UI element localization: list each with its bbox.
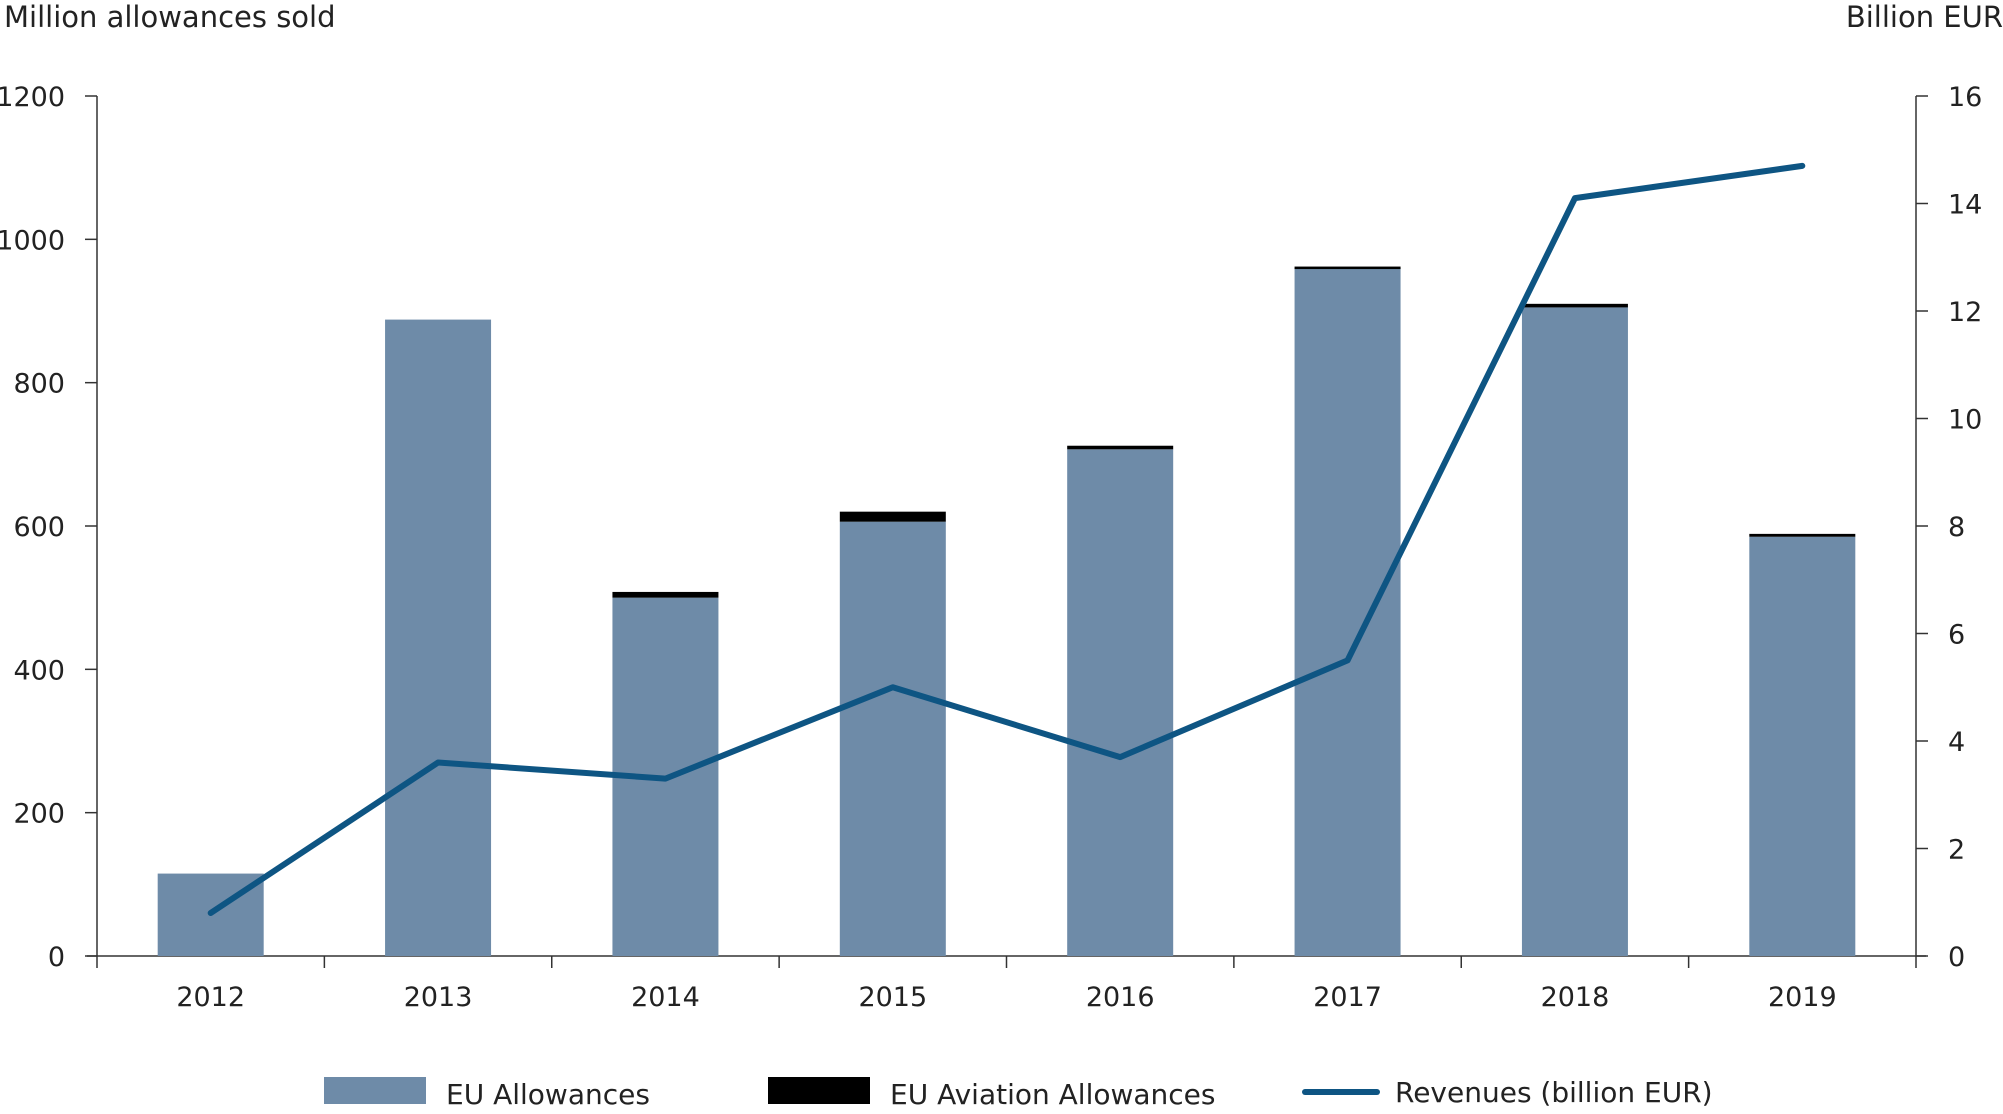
x-tick-label: 2013 [404, 982, 473, 1013]
bar-eu-allowances [385, 319, 492, 957]
legend: EU Allowances EU Aviation Allowances Reven… [324, 1076, 1713, 1111]
y-right-tick-label: 2 [1948, 835, 1965, 866]
bar-eu-aviation-allowances [1749, 533, 1856, 537]
y-right-tick-label: 10 [1948, 405, 1982, 436]
y-left-tick-label: 600 [13, 512, 65, 543]
bar-eu-allowances [1067, 449, 1174, 956]
x-tick-label: 2018 [1541, 982, 1610, 1013]
bar-eu-aviation-allowances [839, 511, 946, 522]
bar-eu-allowances [839, 521, 946, 956]
y-right-tick-label: 8 [1948, 512, 1965, 543]
y-axis-right-title: Billion EUR [1845, 0, 2003, 34]
x-tick-label: 2014 [631, 982, 700, 1013]
legend-swatch-eu-aviation-allowances [768, 1077, 870, 1104]
y-left-tick-label: 400 [13, 655, 65, 686]
y-right-tick-label: 0 [1948, 942, 1965, 973]
bar-eu-aviation-allowances [1067, 445, 1174, 450]
legend-label-eu-aviation-allowances: EU Aviation Allowances [890, 1078, 1216, 1111]
y-right-tick-label: 12 [1948, 297, 1982, 328]
y-left-tick-label: 800 [13, 369, 65, 400]
revenue-line-path [207, 162, 1806, 916]
y-left-tick-label: 1000 [0, 225, 65, 256]
x-tick-label: 2015 [858, 982, 927, 1013]
bar-eu-aviation-allowances [612, 591, 719, 598]
y-right-tick-label: 6 [1948, 620, 1965, 651]
legend-label-revenues: Revenues (billion EUR) [1395, 1076, 1713, 1109]
y-right-tick-label: 4 [1948, 727, 1965, 758]
y-right-tick-label: 16 [1948, 82, 1982, 113]
legend-swatch-eu-allowances [324, 1077, 426, 1104]
tick-labels: 0 200 400 600 800 1000 1200 0 2 4 6 8 10 12 14 16 2012 20… [0, 82, 1982, 1013]
x-tick-label: 2016 [1086, 982, 1155, 1013]
x-tick-label: 2017 [1313, 982, 1382, 1013]
bar-eu-allowances [1521, 307, 1628, 957]
bar-eu-aviation-allowances [1294, 266, 1401, 270]
bars [157, 266, 1856, 957]
y-left-tick-label: 200 [13, 799, 65, 830]
y-left-tick-label: 0 [48, 942, 65, 973]
legend-label-eu-allowances: EU Allowances [446, 1078, 650, 1111]
axes [85, 95, 1928, 968]
bar-eu-allowances [1749, 536, 1856, 956]
x-tick-label: 2019 [1768, 982, 1837, 1013]
y-left-tick-label: 1200 [0, 82, 65, 113]
y-right-tick-label: 14 [1948, 190, 1982, 221]
bar-eu-aviation-allowances [1521, 303, 1628, 308]
y-axis-left-title: Million allowances sold [4, 0, 336, 34]
revenue-line [207, 162, 1806, 916]
bar-eu-allowances [1294, 268, 1401, 956]
x-tick-label: 2012 [176, 982, 245, 1013]
